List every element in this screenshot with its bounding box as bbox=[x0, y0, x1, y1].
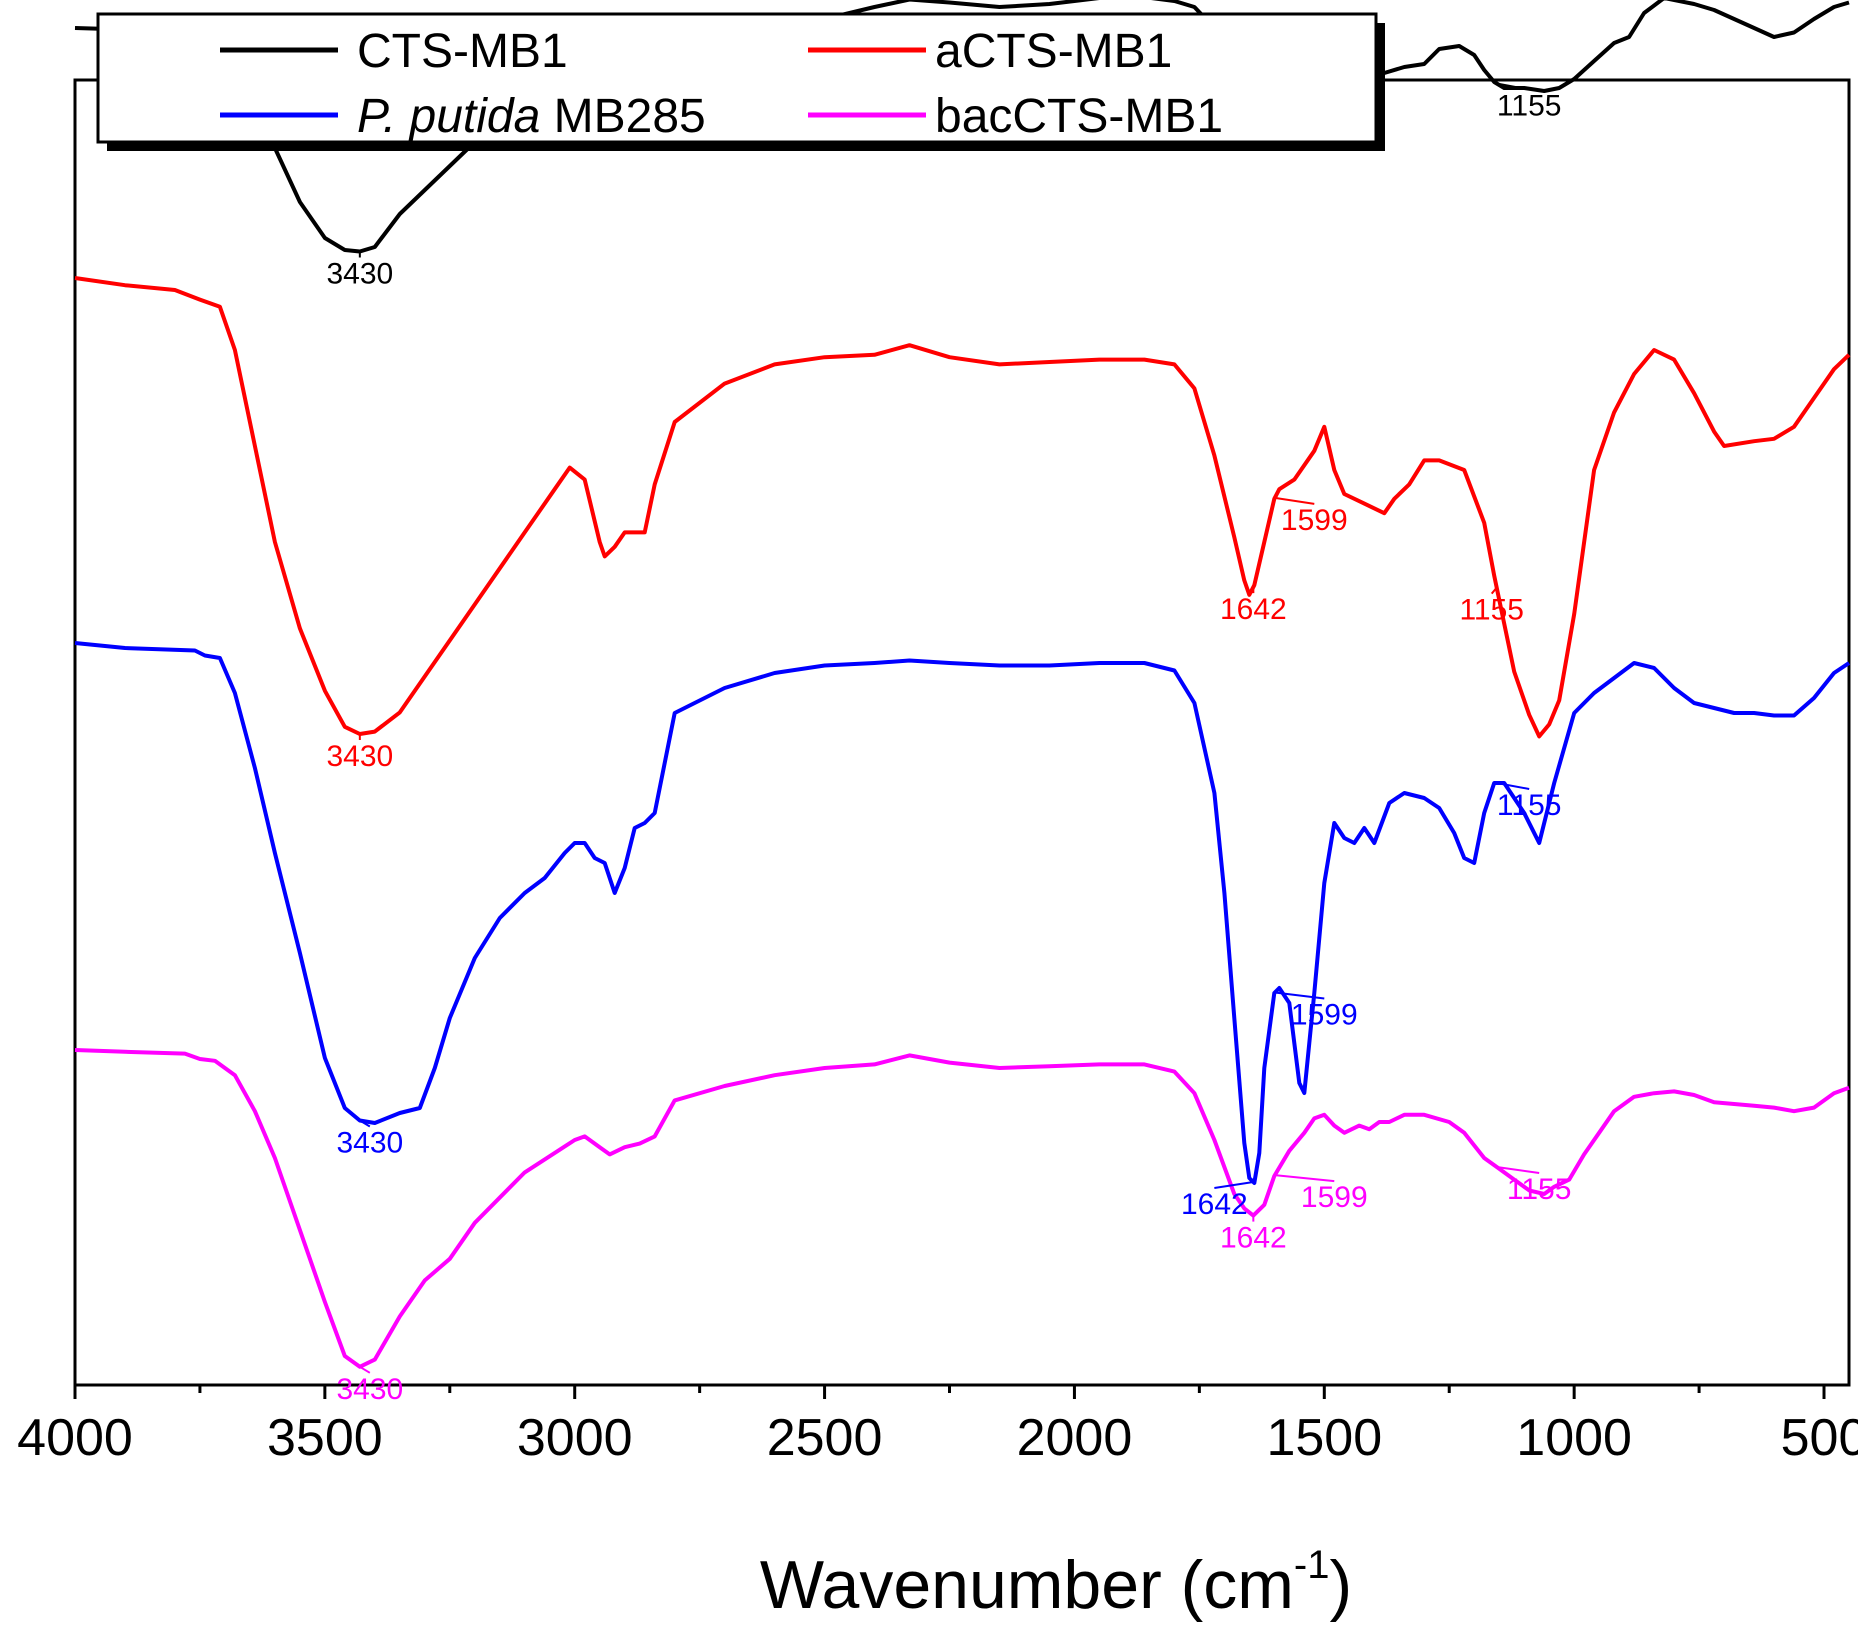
legend-box bbox=[96, 12, 1378, 144]
x-axis-title: Wavenumber (cm-1) bbox=[760, 1543, 1352, 1623]
x-tick-label-1500: 1500 bbox=[1266, 1409, 1382, 1467]
legend-label-baccts-mb1: bacCTS-MB1 bbox=[935, 90, 1223, 143]
legend-label-cts-mb1: CTS-MB1 bbox=[357, 25, 568, 78]
x-tick-label-500: 500 bbox=[1781, 1409, 1858, 1467]
x-tick-label-3500: 3500 bbox=[267, 1409, 383, 1467]
x-axis: 4000 3500 3000 2500 2000 1500 1000 500 bbox=[17, 1385, 1858, 1467]
legend-label-p-putida: P. putida MB285 bbox=[357, 90, 706, 143]
series-layer bbox=[74, 0, 1851, 1369]
x-tick-label-3000: 3000 bbox=[517, 1409, 633, 1467]
peak-label-acts-mb1-1599: 1599 bbox=[1281, 504, 1348, 537]
peak-label-acts-mb1-1642: 1642 bbox=[1220, 593, 1287, 626]
peak-marker-cts-mb1-1155 bbox=[1496, 82, 1530, 91]
peak-marker-baccts-mb1-1155 bbox=[1496, 1166, 1540, 1174]
x-tick-label-2000: 2000 bbox=[1017, 1409, 1133, 1467]
peak-marker-p-putida-mb285-1599 bbox=[1274, 991, 1325, 1000]
peak-marker-p-putida-mb285-1642 bbox=[1214, 1181, 1254, 1189]
peak-annotation-layer: 3430 1642 1155 3430 1642 1599 1155 3430 1642 1599… bbox=[326, 82, 1572, 1406]
peak-marker-p-putida-mb285-3430 bbox=[359, 1119, 371, 1128]
peak-label-baccts-mb1-1642: 1642 bbox=[1220, 1222, 1287, 1255]
x-tick-label-2500: 2500 bbox=[767, 1409, 883, 1467]
peak-marker-baccts-mb1-3430 bbox=[359, 1365, 371, 1374]
peak-marker-p-putida-mb285-1155 bbox=[1496, 782, 1530, 790]
series-line-baccts-mb1 bbox=[74, 1048, 1850, 1369]
x-tick-label-4000: 4000 bbox=[17, 1409, 133, 1467]
peak-label-baccts-mb1-1599: 1599 bbox=[1301, 1181, 1368, 1214]
peak-label-cts-mb1-1155: 1155 bbox=[1497, 90, 1562, 123]
peak-label-p-putida-mb285-1155: 1155 bbox=[1497, 789, 1562, 822]
series-line-p-putida-mb285 bbox=[74, 641, 1851, 1185]
peak-label-p-putida-mb285-1642: 1642 bbox=[1181, 1188, 1248, 1221]
peak-label-acts-mb1-3430: 3430 bbox=[326, 740, 393, 773]
peak-label-baccts-mb1-3430: 3430 bbox=[336, 1373, 403, 1406]
peak-label-cts-mb1-3430: 3430 bbox=[326, 258, 393, 291]
peak-label-baccts-mb1-1155: 1155 bbox=[1507, 1173, 1572, 1206]
x-tick-label-1000: 1000 bbox=[1516, 1409, 1632, 1467]
peak-marker-acts-mb1-1599 bbox=[1274, 496, 1315, 505]
peak-marker-acts-mb1-1155 bbox=[1490, 586, 1498, 595]
peak-marker-baccts-mb1-1599 bbox=[1274, 1174, 1335, 1183]
peak-label-p-putida-mb285-3430: 3430 bbox=[336, 1127, 403, 1160]
legend: CTS-MB1 aCTS-MB1 P. putida MB285 bacCTS-… bbox=[96, 12, 1385, 151]
peak-label-acts-mb1-1155: 1155 bbox=[1459, 594, 1524, 627]
legend-label-acts-mb1: aCTS-MB1 bbox=[935, 25, 1172, 78]
peak-label-p-putida-mb285-1599: 1599 bbox=[1291, 999, 1358, 1032]
series-line-acts-mb1 bbox=[74, 276, 1851, 739]
